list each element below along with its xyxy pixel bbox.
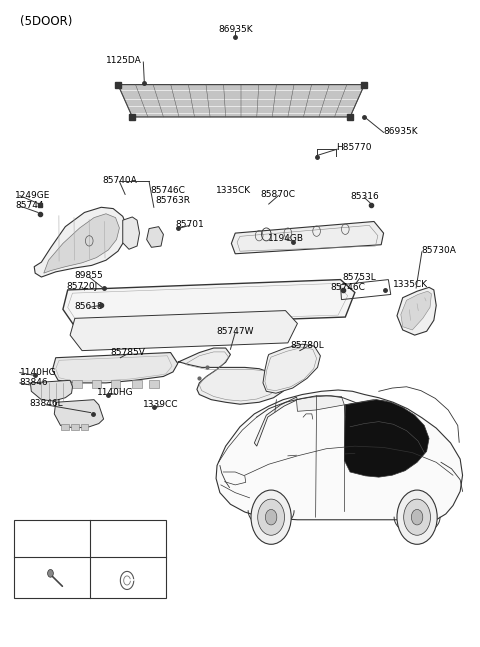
- Text: 1249GE: 1249GE: [15, 191, 50, 200]
- Polygon shape: [263, 344, 321, 393]
- Text: 85740A: 85740A: [102, 177, 137, 185]
- Polygon shape: [61, 424, 69, 430]
- Text: 1416BC: 1416BC: [102, 543, 137, 553]
- Polygon shape: [52, 353, 178, 383]
- Polygon shape: [297, 396, 344, 411]
- Polygon shape: [92, 380, 101, 388]
- Polygon shape: [44, 214, 120, 273]
- Polygon shape: [149, 380, 158, 388]
- Text: 85747W: 85747W: [216, 327, 254, 336]
- Text: 85720J: 85720J: [66, 281, 98, 291]
- Text: 86935K: 86935K: [384, 127, 418, 136]
- Text: 85870C: 85870C: [261, 190, 296, 199]
- Bar: [14, 520, 166, 598]
- Circle shape: [48, 569, 53, 577]
- Polygon shape: [123, 217, 140, 249]
- Text: 89855: 89855: [75, 271, 104, 280]
- Text: 1335CK: 1335CK: [216, 186, 251, 195]
- Polygon shape: [254, 397, 298, 446]
- Text: 85785V: 85785V: [110, 348, 145, 357]
- Text: 1335CK: 1335CK: [393, 280, 428, 289]
- Text: 83846L: 83846L: [29, 399, 63, 408]
- Text: 1339CC: 1339CC: [143, 400, 179, 410]
- Polygon shape: [81, 424, 88, 430]
- Polygon shape: [63, 280, 355, 327]
- Polygon shape: [231, 221, 384, 254]
- Circle shape: [404, 499, 431, 535]
- Circle shape: [251, 490, 291, 544]
- Polygon shape: [71, 424, 79, 430]
- Text: 1194GB: 1194GB: [267, 234, 303, 243]
- Polygon shape: [72, 380, 82, 388]
- Polygon shape: [70, 311, 298, 351]
- Text: 85701: 85701: [175, 219, 204, 228]
- Polygon shape: [30, 380, 72, 401]
- Circle shape: [397, 490, 437, 544]
- Polygon shape: [344, 400, 429, 477]
- Polygon shape: [54, 400, 104, 428]
- Circle shape: [411, 509, 423, 525]
- Text: 1125DA: 1125DA: [106, 56, 142, 65]
- Text: 1140HG: 1140HG: [97, 388, 134, 397]
- Text: 85780L: 85780L: [290, 341, 324, 350]
- Text: 86935K: 86935K: [218, 25, 252, 34]
- Text: 85746C: 85746C: [330, 283, 365, 292]
- Polygon shape: [147, 226, 163, 247]
- Polygon shape: [34, 207, 128, 277]
- Text: 85744: 85744: [15, 201, 44, 210]
- Text: 85746C: 85746C: [151, 186, 186, 195]
- Polygon shape: [397, 287, 436, 335]
- Text: 1140EH: 1140EH: [28, 543, 64, 553]
- Text: H85770: H85770: [336, 144, 371, 153]
- Polygon shape: [118, 85, 364, 117]
- Text: 85316: 85316: [350, 192, 379, 201]
- Polygon shape: [344, 400, 391, 424]
- Circle shape: [258, 499, 285, 535]
- Text: 1140HG: 1140HG: [20, 368, 57, 377]
- Text: 85763R: 85763R: [156, 196, 191, 205]
- Text: 85730A: 85730A: [422, 246, 457, 255]
- Polygon shape: [401, 291, 432, 330]
- Text: (5DOOR): (5DOOR): [20, 15, 72, 28]
- Circle shape: [265, 509, 277, 525]
- Text: 85618: 85618: [75, 302, 104, 311]
- Text: 83846: 83846: [20, 378, 48, 388]
- Polygon shape: [178, 348, 286, 404]
- Polygon shape: [216, 390, 463, 522]
- Polygon shape: [132, 380, 142, 388]
- Text: 85753L: 85753L: [343, 272, 376, 281]
- Polygon shape: [111, 380, 120, 388]
